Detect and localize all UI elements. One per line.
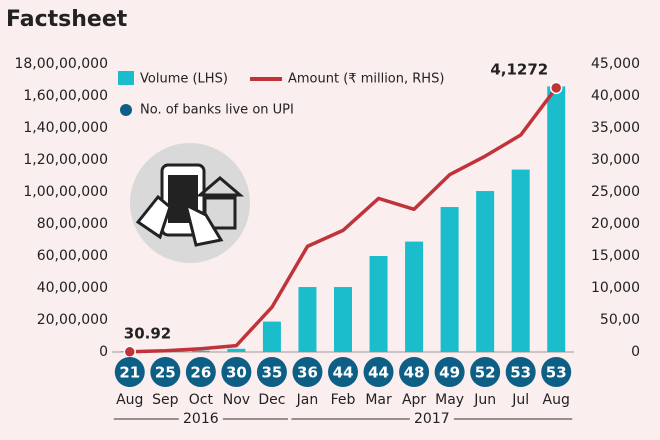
x-tick-label: Oct xyxy=(189,392,214,408)
bank-circle xyxy=(328,357,358,387)
icon xyxy=(130,143,250,263)
bank-count: 36 xyxy=(297,364,318,382)
y2-tick-label: 0 xyxy=(631,344,640,360)
bar xyxy=(191,350,210,352)
x-tick-label: Feb xyxy=(331,392,356,408)
y-tick-label: 1,00,00,000 xyxy=(23,184,108,200)
bar xyxy=(511,169,530,352)
bar xyxy=(476,191,495,352)
bar xyxy=(440,207,459,352)
bank-circle xyxy=(114,357,145,387)
bank-count: 44 xyxy=(333,364,354,382)
bar xyxy=(298,287,317,352)
y-tick-label: 1,60,00,000 xyxy=(23,88,108,104)
bar xyxy=(369,256,388,352)
bank-circle xyxy=(363,357,394,387)
bank-circle xyxy=(292,357,323,387)
x-tick-label: May xyxy=(435,392,464,408)
bank-count: 48 xyxy=(404,364,425,382)
x-tick-label: Jun xyxy=(473,392,496,408)
bar xyxy=(227,348,246,352)
x-tick-label: Apr xyxy=(402,392,426,408)
y-tick-label: 1,20,00,000 xyxy=(23,152,108,168)
legend-label: Amount (₹ million, RHS) xyxy=(288,72,444,87)
x-tick-label: Aug xyxy=(116,392,143,408)
data-label: 30.92 xyxy=(124,324,171,342)
y2-tick-label: 15,000 xyxy=(591,248,640,264)
bar xyxy=(547,86,566,353)
end-dot xyxy=(123,345,137,359)
bar xyxy=(334,287,352,352)
bank-circle xyxy=(185,357,216,387)
x-tick-label: Mar xyxy=(365,392,392,408)
x-tick-label: Jul xyxy=(511,392,529,408)
x-tick-label: Jan xyxy=(296,392,319,408)
y2-tick-label: 35,000 xyxy=(591,120,640,136)
y-tick-label: 20,00,000 xyxy=(37,312,108,328)
bank-count: 35 xyxy=(261,364,282,382)
bank-count: 30 xyxy=(226,364,247,382)
x-tick-label: Sep xyxy=(152,392,179,408)
bank-count: 21 xyxy=(119,364,140,382)
y-tick-label: 60,00,000 xyxy=(37,248,108,264)
y2-tick-label: 10,000 xyxy=(591,280,640,296)
bank-count: 53 xyxy=(546,364,567,382)
x-tick-label: Nov xyxy=(223,392,250,408)
bank-circle xyxy=(150,357,181,387)
end-dot xyxy=(549,81,563,95)
amount-line xyxy=(129,86,558,354)
bank-circle xyxy=(399,357,430,387)
bank-circle xyxy=(256,357,287,387)
legend-swatch xyxy=(118,71,134,85)
legend-label: Volume (LHS) xyxy=(140,72,228,87)
bar xyxy=(405,241,424,352)
legend-label: No. of banks live on UPI xyxy=(140,103,294,118)
y2-tick-label: 40,000 xyxy=(591,88,640,104)
year-label: 2017 xyxy=(414,411,450,427)
bank-count: 26 xyxy=(190,364,211,382)
chart-title: Factsheet xyxy=(6,7,128,32)
y-tick-label: 1,40,00,000 xyxy=(23,120,108,136)
bank-circle xyxy=(541,357,572,387)
bank-count: 25 xyxy=(155,364,176,382)
y2-tick-label: 30,000 xyxy=(591,152,640,168)
bank-circle xyxy=(221,357,252,387)
bank-circle xyxy=(434,357,465,387)
y-tick-label: 80,00,000 xyxy=(37,216,108,232)
bank-circle xyxy=(470,357,501,387)
y2-tick-label: 50,00 xyxy=(600,312,640,328)
bank-count: 49 xyxy=(439,364,460,382)
bank-count: 52 xyxy=(475,364,496,382)
year-label: 2016 xyxy=(183,411,219,427)
y2-tick-label: 45,000 xyxy=(591,56,640,72)
bar xyxy=(262,321,281,352)
y-tick-label: 40,00,000 xyxy=(37,280,108,296)
y-tick-label: 18,00,00,000 xyxy=(14,56,108,72)
y-tick-label: 0 xyxy=(99,344,108,360)
x-tick-label: Aug xyxy=(543,392,570,408)
bank-count: 53 xyxy=(510,364,531,382)
y2-tick-label: 20,000 xyxy=(591,216,640,232)
bank-count: 44 xyxy=(368,364,389,382)
data-label: 4,1272 xyxy=(490,60,548,78)
y2-tick-label: 25,000 xyxy=(591,184,640,200)
x-tick-label: Dec xyxy=(258,392,285,408)
legend-swatch xyxy=(120,104,132,116)
bank-circle xyxy=(505,357,536,387)
